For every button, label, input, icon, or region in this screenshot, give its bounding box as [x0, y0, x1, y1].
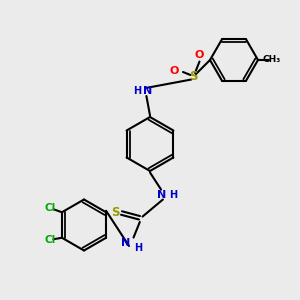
Text: H: H	[133, 86, 141, 97]
Text: O: O	[195, 50, 204, 61]
Text: CH₃: CH₃	[262, 56, 280, 64]
Text: N: N	[157, 190, 167, 200]
Text: Cl: Cl	[45, 203, 56, 213]
Text: S: S	[111, 206, 119, 220]
Text: H: H	[134, 243, 142, 254]
Text: O: O	[170, 65, 179, 76]
Text: Cl: Cl	[45, 235, 56, 245]
Text: N: N	[143, 86, 152, 97]
Text: S: S	[189, 70, 198, 83]
Text: H: H	[169, 190, 177, 200]
Text: N: N	[121, 238, 130, 248]
